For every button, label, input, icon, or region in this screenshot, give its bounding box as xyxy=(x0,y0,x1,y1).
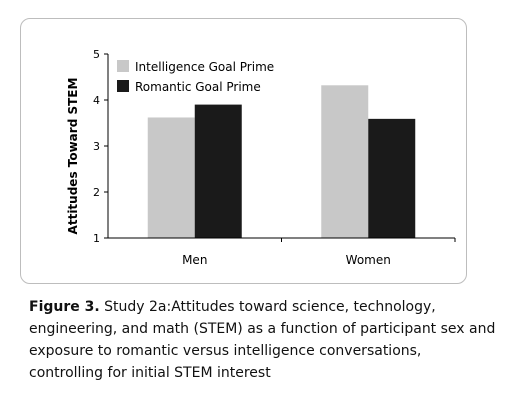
y-ticks-group: 1 2 3 4 5 xyxy=(93,48,108,245)
caption-text: Study 2a:Attitudes toward science, techn… xyxy=(29,299,496,381)
y-tick-label: 1 xyxy=(93,232,100,245)
legend-swatch xyxy=(117,80,129,92)
y-axis-title: Attitudes Toward STEM xyxy=(66,78,80,235)
x-ticks-group: Men Women xyxy=(182,238,456,267)
legend-label: Romantic Goal Prime xyxy=(135,80,261,94)
legend-swatch xyxy=(117,60,129,72)
bar-women-intelligence xyxy=(321,85,369,238)
x-category-label: Women xyxy=(346,253,391,267)
y-tick-label: 4 xyxy=(93,94,100,107)
x-category-label: Men xyxy=(182,253,207,267)
figure-label: Figure 3. xyxy=(29,299,100,315)
bars-group xyxy=(147,85,416,238)
bar-men-romantic xyxy=(194,104,242,238)
y-tick-label: 2 xyxy=(93,186,100,199)
y-tick-label: 5 xyxy=(93,48,100,61)
bar-women-romantic xyxy=(368,118,416,238)
figure-caption: Figure 3. Study 2a:Attitudes toward scie… xyxy=(29,296,499,384)
y-tick-label: 3 xyxy=(93,140,100,153)
legend: Intelligence Goal Prime Romantic Goal Pri… xyxy=(117,60,274,94)
legend-label: Intelligence Goal Prime xyxy=(135,60,274,74)
bar-men-intelligence xyxy=(147,117,195,238)
